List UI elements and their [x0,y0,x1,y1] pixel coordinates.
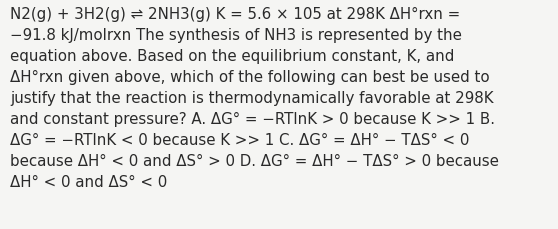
Text: N2(g) + 3H2(g) ⇌ 2NH3(g) K = 5.6 × 105 at 298K ΔH°rxn =
−91.8 kJ/molrxn The synt: N2(g) + 3H2(g) ⇌ 2NH3(g) K = 5.6 × 105 a… [10,7,499,189]
